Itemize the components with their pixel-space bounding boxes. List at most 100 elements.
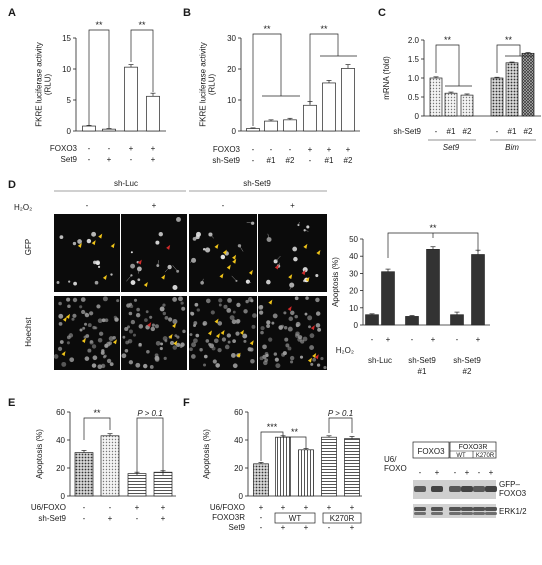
- significance-bracket: [130, 29, 154, 92]
- yellow-arrowhead-icon: [219, 273, 224, 279]
- cell-nucleus: [195, 333, 200, 338]
- cell-nucleus: [217, 321, 223, 326]
- cell-nucleus: [196, 308, 200, 312]
- yellow-arrowhead-icon: [220, 329, 225, 335]
- cell-nucleus: [294, 314, 298, 319]
- erk-band: [414, 512, 426, 515]
- row-value: #1: [447, 127, 456, 136]
- yellow-arrowhead-icon: [66, 313, 71, 319]
- cell-nucleus: [136, 266, 142, 272]
- row-value: #1: [325, 156, 334, 165]
- row-value: -: [136, 514, 139, 523]
- y-tick-label: 40: [56, 436, 65, 445]
- cell-process: [246, 221, 253, 224]
- blot-row-label-line: FOXO: [384, 464, 407, 473]
- cell-nucleus: [106, 358, 112, 364]
- y-axis-label-line: (RLU): [208, 74, 217, 96]
- cell-nucleus: [149, 365, 154, 369]
- row-value: -: [328, 523, 331, 532]
- cell-nucleus: [243, 339, 247, 343]
- bar-1: [246, 128, 260, 132]
- erk-band: [449, 512, 461, 515]
- cell-nucleus: [172, 319, 178, 325]
- bar-4: [146, 95, 160, 132]
- cell-process: [247, 281, 252, 284]
- cell-nucleus: [130, 280, 136, 285]
- y-axis-label-line: (RLU): [44, 74, 53, 96]
- cell-nucleus: [162, 303, 166, 307]
- cell-nucleus: [315, 311, 321, 316]
- cell-nucleus: [61, 361, 67, 367]
- cell-nucleus: [159, 306, 165, 312]
- y-tick-label: 0: [67, 127, 72, 136]
- cell-nucleus: [97, 337, 103, 343]
- yellow-arrowhead-icon: [91, 240, 96, 246]
- y-axis-label: FKRE luciferase activity (RLU): [35, 42, 53, 126]
- significance-label: **: [429, 223, 437, 233]
- bar-2: [102, 128, 116, 132]
- y-tick-label: 1.0: [408, 74, 420, 83]
- y-tick-label: 10: [62, 65, 71, 74]
- panel-letter: E: [8, 397, 15, 409]
- significance-label: **: [291, 427, 299, 437]
- cell-nucleus: [317, 327, 322, 332]
- cell-nucleus: [137, 278, 141, 282]
- y-axis-label-line: FKRE luciferase activity: [199, 42, 208, 126]
- cell-nucleus: [58, 301, 62, 306]
- band-label-line: FOXO3: [499, 489, 527, 498]
- significance-bracket: [435, 44, 460, 86]
- cell-nucleus: [194, 302, 199, 307]
- cell-nucleus: [273, 352, 278, 356]
- cell-nucleus: [290, 360, 294, 364]
- lane-sign: +: [435, 468, 440, 477]
- row-value: +: [350, 503, 355, 512]
- cell-nucleus: [281, 352, 286, 357]
- cell-nucleus: [227, 340, 231, 344]
- row-value: -: [270, 145, 273, 154]
- cell-nucleus: [100, 350, 105, 355]
- cell-nucleus: [215, 363, 221, 368]
- row-value: +: [308, 145, 313, 154]
- cell-nucleus: [138, 342, 142, 347]
- cell-nucleus: [196, 231, 201, 237]
- bar-5: [344, 438, 360, 497]
- foxo3-band: [461, 486, 473, 492]
- cell-nucleus: [202, 321, 208, 326]
- cell-nucleus: [109, 362, 114, 367]
- y-tick-label: 0: [415, 112, 420, 121]
- row-label: sh-Set9: [393, 127, 421, 136]
- cell-nucleus: [306, 225, 310, 229]
- cell-nucleus: [91, 363, 97, 368]
- y-tick-label: 20: [227, 65, 236, 74]
- significance-bracket: [260, 431, 284, 461]
- row-value: +: [108, 514, 113, 523]
- row-value: #2: [286, 156, 295, 165]
- cell-nucleus: [84, 356, 90, 361]
- cell-nucleus: [132, 333, 137, 337]
- cell-nucleus: [180, 301, 184, 305]
- bar-3: [127, 473, 147, 497]
- foxo3r-box-label: K270R: [330, 514, 355, 523]
- cell-nucleus: [124, 326, 129, 332]
- cell-nucleus: [176, 342, 181, 348]
- significance-bracket: [328, 417, 353, 433]
- cell-nucleus: [302, 279, 306, 283]
- cell-nucleus: [260, 330, 264, 335]
- cell-nucleus: [151, 323, 155, 327]
- cell-process: [278, 262, 280, 267]
- cell-process: [239, 245, 244, 252]
- cell-nucleus: [287, 326, 293, 332]
- yellow-arrowhead-icon: [168, 333, 173, 339]
- cell-nucleus: [258, 305, 264, 310]
- cell-nucleus: [53, 354, 59, 359]
- cell-nucleus: [180, 342, 185, 347]
- row-value: -: [252, 156, 255, 165]
- cell-nucleus: [84, 322, 88, 326]
- blot-header-box: [412, 441, 450, 459]
- y-axis-label: FKRE luciferase activity (RLU): [199, 42, 217, 126]
- cell-nucleus: [172, 297, 178, 302]
- bar-6: [521, 52, 535, 117]
- bar-2: [275, 436, 291, 497]
